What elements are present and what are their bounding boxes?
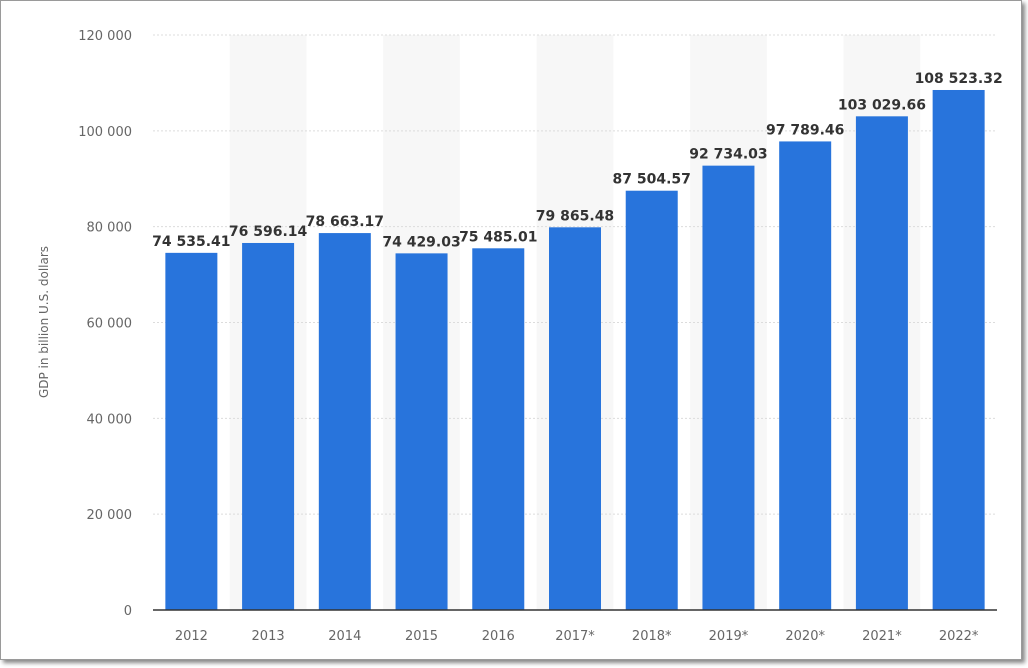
data-label: 76 596.14 — [229, 224, 308, 240]
x-tick-label: 2018* — [632, 629, 672, 644]
bar — [395, 253, 448, 610]
data-label: 97 789.46 — [766, 122, 844, 138]
bar — [855, 116, 908, 610]
x-tick-label: 2020* — [785, 629, 825, 644]
bar — [702, 165, 755, 610]
data-label: 79 865.48 — [536, 208, 614, 224]
x-tick-label: 2016 — [482, 629, 515, 644]
bar — [472, 248, 525, 610]
bar — [932, 89, 985, 610]
data-label: 74 429.03 — [382, 234, 460, 250]
x-tick-label: 2014 — [328, 629, 361, 644]
y-tick-label: 100 000 — [78, 125, 132, 140]
data-label: 74 535.41 — [152, 234, 230, 250]
data-label: 103 029.66 — [838, 97, 926, 113]
bar — [165, 252, 218, 610]
bar — [549, 227, 601, 610]
bar — [779, 141, 832, 610]
x-tick-label: 2017* — [555, 629, 595, 644]
data-label: 75 485.01 — [459, 229, 537, 245]
data-label: 108 523.32 — [915, 71, 1003, 87]
y-tick-label: 40 000 — [87, 412, 133, 427]
bar — [318, 233, 371, 610]
x-tick-label: 2022* — [939, 629, 979, 644]
y-tick-label: 80 000 — [87, 221, 133, 236]
data-label: 78 663.17 — [306, 214, 384, 230]
y-tick-label: 0 — [124, 604, 132, 619]
bar — [242, 242, 295, 611]
y-tick-label: 60 000 — [87, 317, 133, 332]
bar — [625, 190, 678, 610]
y-tick-label: 20 000 — [87, 508, 133, 523]
data-label: 87 504.57 — [613, 172, 691, 188]
x-tick-label: 2019* — [709, 629, 749, 644]
x-tick-label: 2013 — [252, 629, 285, 644]
x-tick-label: 2021* — [862, 629, 902, 644]
x-tick-label: 2015 — [405, 629, 438, 644]
y-axis-label: GDP in billion U.S. dollars — [37, 246, 51, 398]
y-tick-label: 120 000 — [78, 29, 132, 44]
x-tick-label: 2012 — [175, 629, 208, 644]
data-label: 92 734.03 — [689, 147, 767, 163]
